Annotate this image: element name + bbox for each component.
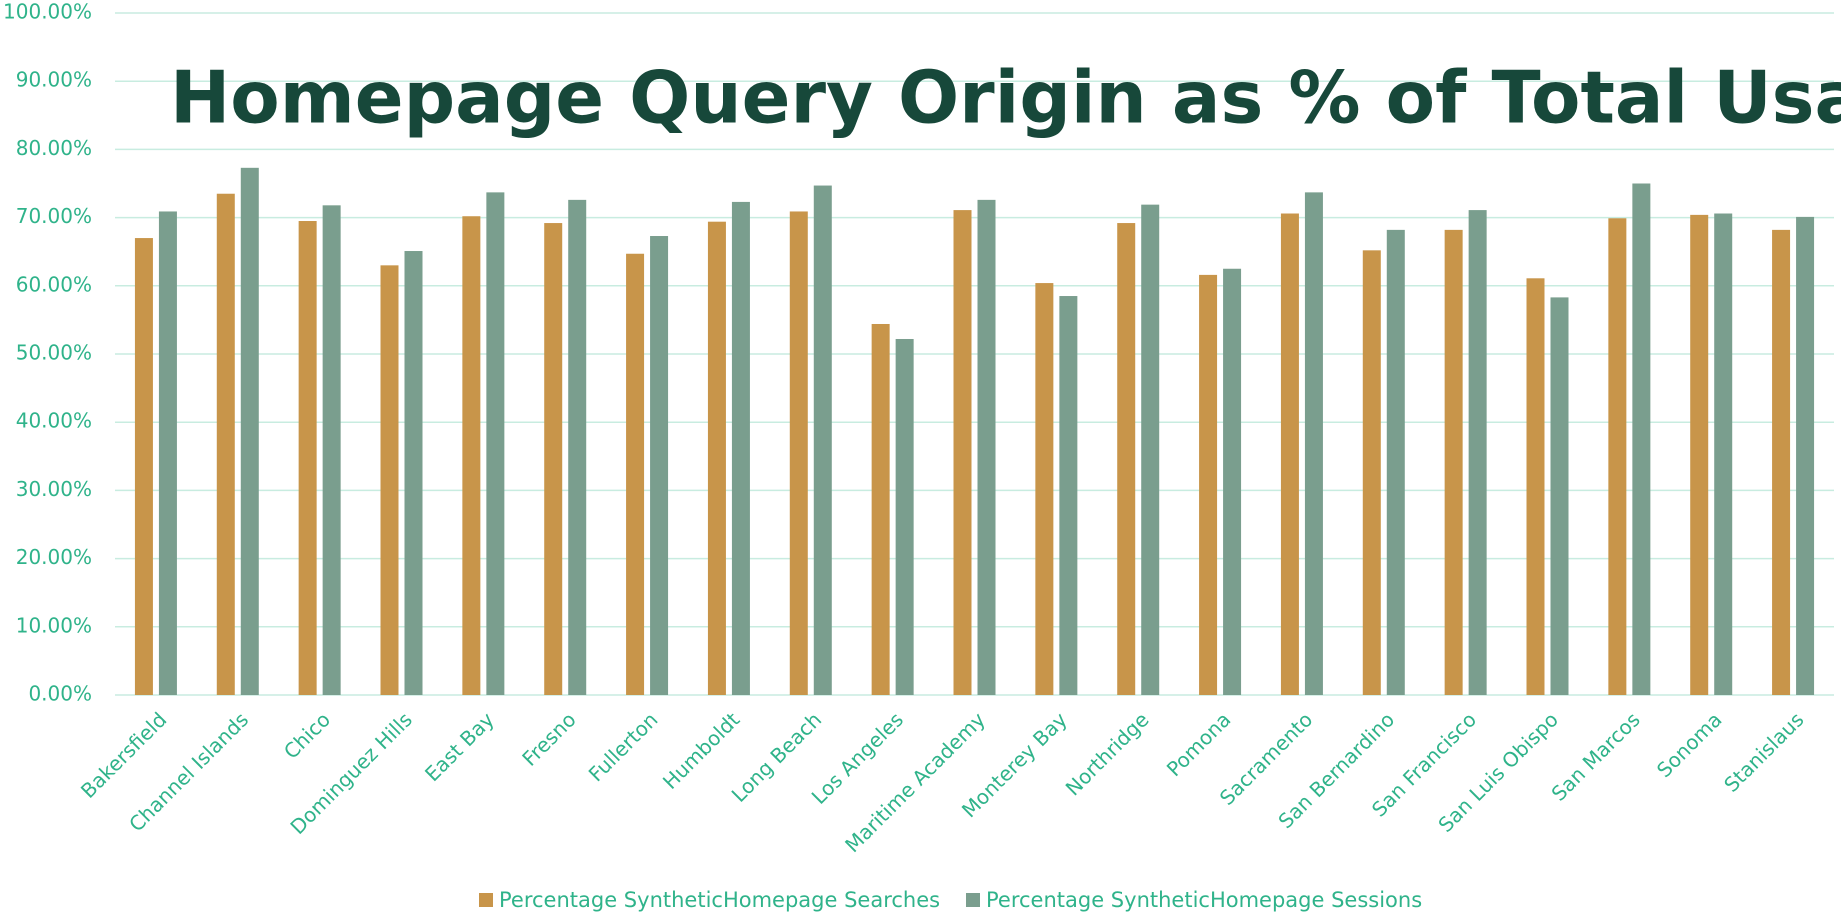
- bar: [626, 253, 645, 695]
- bar: [1468, 210, 1487, 695]
- x-tick-label: Pomona: [1162, 707, 1236, 781]
- y-tick-label: 30.00%: [16, 477, 92, 501]
- bar: [1796, 216, 1815, 695]
- bar: [1608, 218, 1627, 696]
- bar: [240, 167, 259, 696]
- y-tick-label: 90.00%: [16, 68, 92, 92]
- bar: [813, 185, 832, 695]
- bar: [322, 205, 341, 695]
- bar: [404, 251, 423, 695]
- bar: [1362, 250, 1381, 695]
- bar: [544, 223, 563, 695]
- x-tick-label: Northridge: [1061, 707, 1154, 800]
- legend-swatch: [479, 893, 493, 907]
- bar: [158, 211, 177, 695]
- x-tick-label: Fullerton: [584, 707, 663, 786]
- y-tick-label: 50.00%: [16, 341, 92, 365]
- bar: [1526, 278, 1545, 695]
- bar: [380, 265, 399, 695]
- bar: [568, 199, 587, 696]
- bar: [789, 211, 808, 695]
- bar: [298, 221, 317, 695]
- bar: [707, 221, 726, 695]
- legend-label: Percentage SyntheticHomepage Searches: [499, 888, 940, 912]
- bar: [871, 323, 890, 695]
- legend-label: Percentage SyntheticHomepage Sessions: [986, 888, 1422, 912]
- y-tick-label: 100.00%: [3, 0, 92, 24]
- bar: [1141, 204, 1160, 695]
- bar: [1444, 229, 1463, 695]
- bar: [1690, 214, 1709, 695]
- bar: [1199, 274, 1218, 695]
- x-tick-label: Humboldt: [658, 707, 745, 794]
- bar: [1304, 192, 1323, 695]
- x-tick-label: Chico: [279, 707, 335, 763]
- legend-swatch: [966, 893, 980, 907]
- y-tick-label: 0.00%: [28, 682, 92, 706]
- bar: [486, 192, 505, 695]
- x-tick-label: Maritime Academy: [840, 707, 990, 857]
- bar: [1386, 229, 1405, 695]
- bar: [953, 210, 972, 695]
- bar: [1550, 297, 1569, 695]
- bar: [1280, 213, 1299, 695]
- bar: [1632, 183, 1651, 695]
- y-tick-label: 70.00%: [16, 204, 92, 228]
- chart-title: Homepage Query Origin as % of Total Usag…: [170, 56, 1841, 140]
- bar: [1772, 229, 1791, 695]
- bar: [462, 216, 481, 695]
- x-tick-label: San Marcos: [1547, 707, 1645, 805]
- y-tick-label: 40.00%: [16, 409, 92, 433]
- bar: [977, 199, 996, 696]
- bar: [1117, 223, 1136, 695]
- bar: [650, 236, 669, 695]
- bar: [895, 338, 914, 695]
- y-tick-label: 60.00%: [16, 272, 92, 296]
- y-tick-label: 20.00%: [16, 545, 92, 569]
- bar: [216, 193, 235, 696]
- y-tick-label: 80.00%: [16, 136, 92, 160]
- x-tick-label: Stanislaus: [1719, 707, 1808, 796]
- bar: [1714, 213, 1733, 695]
- bar: [731, 201, 750, 695]
- bar: [1059, 296, 1078, 695]
- x-tick-label: East Bay: [420, 707, 499, 786]
- bar: [134, 238, 153, 695]
- x-tick-label: Fresno: [517, 707, 580, 770]
- x-tick-label: Sonoma: [1652, 707, 1727, 782]
- bar: [1035, 283, 1054, 695]
- bar: [1223, 268, 1242, 695]
- y-tick-label: 10.00%: [16, 613, 92, 637]
